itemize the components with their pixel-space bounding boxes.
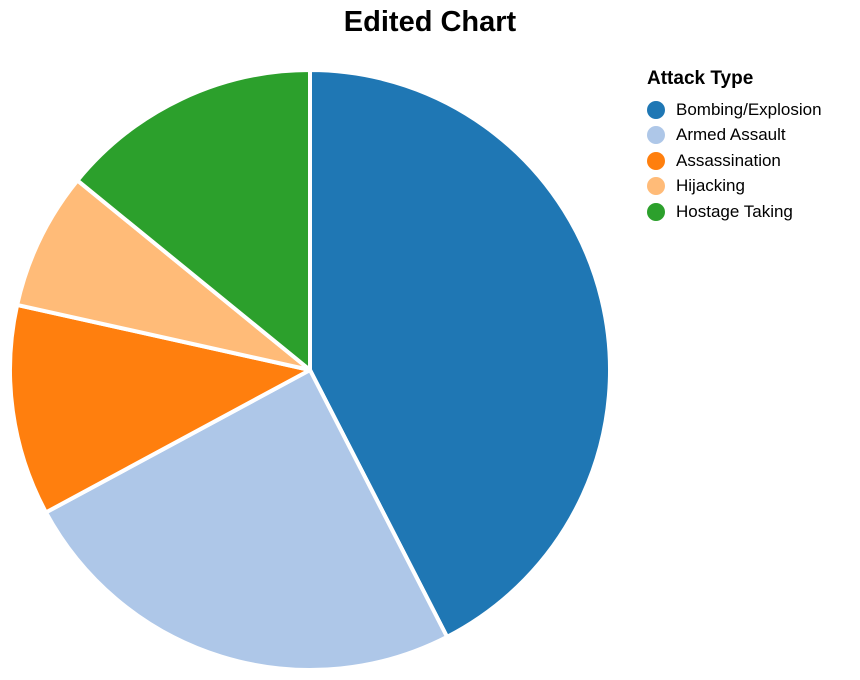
pie-slice-bombing-explosion bbox=[308, 68, 613, 639]
legend-swatch-hijacking bbox=[647, 177, 665, 196]
pie-slice-armed-assault bbox=[43, 368, 450, 673]
legend-swatch-armed-assault bbox=[647, 126, 665, 145]
chart-title: Edited Chart bbox=[343, 6, 517, 38]
legend-swatch-bombing-explosion bbox=[647, 100, 665, 119]
pie-slice-assassination bbox=[8, 302, 312, 515]
legend: Attack Type Bombing/Explosion Armed Assau… bbox=[647, 68, 822, 225]
legend-item-bombing-explosion: Bombing/Explosion bbox=[647, 97, 822, 123]
pie-slice-hijacking bbox=[15, 178, 312, 372]
legend-label-bombing-explosion: Bombing/Explosion bbox=[676, 99, 822, 119]
pie-slice-hostage-taking bbox=[75, 68, 312, 372]
legend-title: Attack Type bbox=[647, 68, 754, 89]
legend-swatch-hostage-taking bbox=[647, 202, 665, 221]
legend-label-assassination: Assassination bbox=[676, 150, 781, 170]
legend-label-hostage-taking: Hostage Taking bbox=[676, 201, 793, 221]
legend-item-assassination: Assassination bbox=[647, 148, 822, 174]
legend-label-hijacking: Hijacking bbox=[676, 176, 745, 196]
legend-label-armed-assault: Armed Assault bbox=[676, 125, 786, 145]
legend-items: Bombing/Explosion Armed Assault Assassinat… bbox=[647, 97, 822, 225]
legend-item-hostage-taking: Hostage Taking bbox=[647, 199, 822, 225]
legend-item-hijacking: Hijacking bbox=[647, 174, 822, 200]
legend-swatch-assassination bbox=[647, 151, 665, 170]
legend-item-armed-assault: Armed Assault bbox=[647, 123, 822, 149]
